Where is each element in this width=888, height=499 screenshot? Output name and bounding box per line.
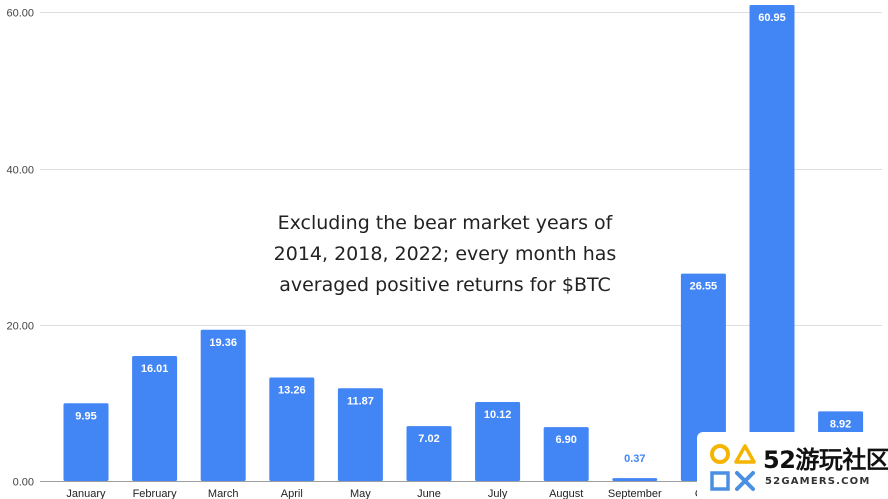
data-label: 60.95 (758, 12, 786, 24)
triangle-icon (734, 444, 756, 464)
y-tick-label: 20.00 (6, 321, 34, 333)
annotation-line: Excluding the bear market years of (277, 212, 613, 234)
data-label: 16.01 (141, 363, 169, 375)
bar (680, 273, 726, 481)
x-tick-label: September (608, 488, 662, 499)
data-label: 7.02 (418, 433, 439, 445)
bar (269, 377, 315, 481)
bar (406, 426, 452, 481)
y-tick-label: 40.00 (6, 165, 34, 177)
bar (475, 401, 521, 481)
watermark-logo (710, 444, 756, 491)
y-axis-ticks: 0.00 20.00 40.00 60.00 (6, 8, 34, 489)
data-label: 13.26 (278, 384, 306, 396)
data-label: 9.95 (75, 410, 96, 422)
bar (200, 329, 246, 481)
square-icon (710, 471, 730, 491)
bar (612, 478, 658, 481)
x-tick-label: February (133, 488, 178, 499)
watermark: 52游玩社区 52GAMERS.COM (697, 432, 888, 499)
bar (749, 5, 795, 481)
chart-annotation: Excluding the bear market years of 2014,… (250, 208, 640, 301)
data-label: 11.87 (347, 395, 374, 407)
data-label: 10.12 (484, 409, 512, 421)
x-tick-label: June (417, 488, 441, 499)
x-tick-label: March (208, 488, 239, 499)
x-tick-label: May (350, 488, 371, 499)
x-tick-label: August (549, 488, 583, 499)
watermark-title: 52游玩社区 (763, 446, 888, 474)
bar (63, 403, 109, 481)
x-axis-labels: January February March April May June July Augu… (66, 488, 712, 499)
x-tick-label: April (281, 488, 303, 499)
data-label: 8.92 (830, 418, 851, 430)
y-tick-label: 60.00 (6, 8, 34, 20)
bar (132, 355, 178, 481)
x-tick-label: January (66, 488, 106, 499)
watermark-url: 52GAMERS.COM (765, 476, 871, 487)
data-label: 19.36 (209, 337, 237, 349)
data-labels: 9.95 16.01 19.36 13.26 11.87 7.02 10.12 6.90 0.3… (75, 12, 851, 465)
cross-icon (735, 471, 755, 491)
data-label: 6.90 (555, 434, 576, 446)
bar (543, 427, 589, 481)
x-tick-label: July (488, 488, 508, 499)
circle-icon (710, 444, 730, 464)
annotation-line: averaged positive returns for $BTC (279, 274, 611, 296)
annotation-line: 2014, 2018, 2022; every month has (273, 243, 617, 265)
y-tick-label: 0.00 (13, 477, 34, 489)
bar (337, 388, 383, 481)
data-label: 26.55 (690, 281, 718, 293)
data-label: 0.37 (624, 453, 645, 465)
